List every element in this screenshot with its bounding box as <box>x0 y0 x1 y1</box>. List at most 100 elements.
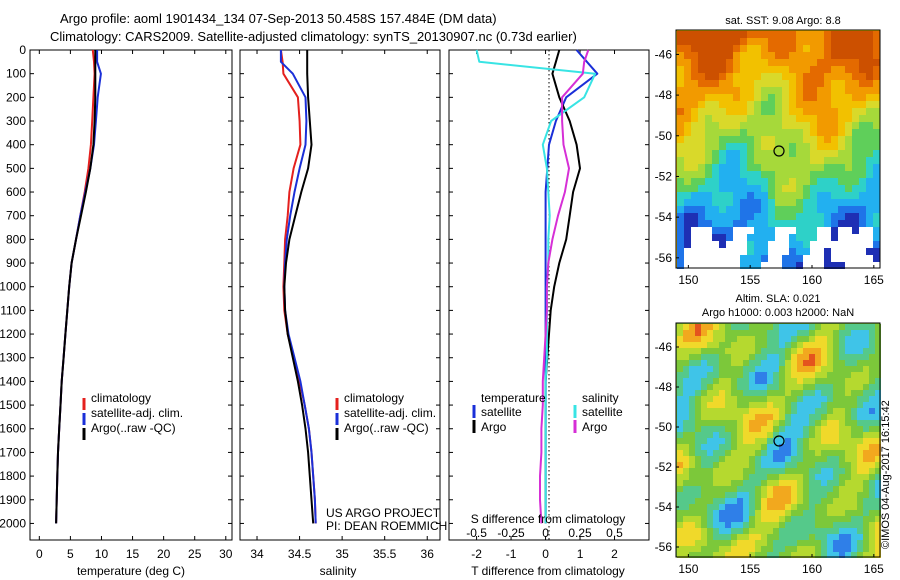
heatmap-cell <box>833 552 839 558</box>
heatmap-cell <box>796 143 803 150</box>
heatmap-cell <box>866 213 873 220</box>
heatmap-cell <box>789 248 796 255</box>
heatmap-cell <box>701 372 707 378</box>
heatmap-cell <box>747 227 754 234</box>
heatmap-cell <box>726 45 733 52</box>
heatmap-cell <box>712 115 719 122</box>
heatmap-cell <box>875 474 881 480</box>
heatmap-cell <box>747 241 754 248</box>
heatmap-cell <box>833 396 839 402</box>
heatmap-cell <box>785 396 791 402</box>
heatmap-cell <box>712 157 719 164</box>
heatmap-cell <box>845 213 852 220</box>
sla-map-panel: Altim. SLA: 0.021 Argo h1000: 0.003 h200… <box>655 293 884 576</box>
heatmap-cell <box>791 528 797 534</box>
heatmap-cell <box>713 324 719 330</box>
heatmap-cell <box>859 262 866 269</box>
heatmap-cell <box>768 94 775 101</box>
heatmap-cell <box>712 52 719 59</box>
heatmap-cell <box>875 504 881 510</box>
heatmap-cell <box>869 420 875 426</box>
heatmap-cell <box>726 52 733 59</box>
heatmap-cell <box>683 378 689 384</box>
heatmap-cell <box>707 504 713 510</box>
heatmap-cell <box>833 510 839 516</box>
heatmap-cell <box>733 171 740 178</box>
heatmap-cell <box>782 59 789 66</box>
heatmap-cell <box>815 348 821 354</box>
heatmap-cell <box>689 378 695 384</box>
heatmap-cell <box>875 348 881 354</box>
heatmap-cell <box>866 199 873 206</box>
heatmap-cell <box>719 498 725 504</box>
heatmap-cell <box>767 486 773 492</box>
x-top-tick-label: 0.5 <box>606 526 623 540</box>
heatmap-cell <box>719 468 725 474</box>
heatmap-cell <box>789 80 796 87</box>
heatmap-cell <box>845 546 851 552</box>
heatmap-cell <box>719 396 725 402</box>
heatmap-cell <box>779 480 785 486</box>
heatmap-cell <box>754 80 761 87</box>
heatmap-cell <box>863 384 869 390</box>
heatmap-cell <box>695 402 701 408</box>
heatmap-cell <box>857 384 863 390</box>
heatmap-cell <box>827 390 833 396</box>
heatmap-cell <box>782 115 789 122</box>
heatmap-cell <box>691 241 698 248</box>
heatmap-cell <box>701 420 707 426</box>
heatmap-cell <box>810 66 817 73</box>
heatmap-cell <box>803 185 810 192</box>
heatmap-cell <box>797 420 803 426</box>
heatmap-cell <box>683 438 689 444</box>
heatmap-cell <box>821 336 827 342</box>
heatmap-cell <box>869 516 875 522</box>
heatmap-cell <box>796 38 803 45</box>
heatmap-cell <box>866 122 873 129</box>
heatmap-cell <box>809 414 815 420</box>
legend-label-s-satellite: satellite <box>582 405 623 419</box>
heatmap-cell <box>705 227 712 234</box>
heatmap-cell <box>677 94 684 101</box>
heatmap-cell <box>833 384 839 390</box>
heatmap-cell <box>797 438 803 444</box>
heatmap-cell <box>789 255 796 262</box>
heatmap-cell <box>845 234 852 241</box>
heatmap-cell <box>821 534 827 540</box>
heatmap-cell <box>747 87 754 94</box>
heatmap-cell <box>695 522 701 528</box>
heatmap-cell <box>852 136 859 143</box>
heatmap-cell <box>845 262 852 269</box>
heatmap-cell <box>791 342 797 348</box>
heatmap-cell <box>684 59 691 66</box>
heatmap-cell <box>796 199 803 206</box>
heatmap-cell <box>767 534 773 540</box>
heatmap-cell <box>866 157 873 164</box>
heatmap-cell <box>725 480 731 486</box>
heatmap-cell <box>713 426 719 432</box>
x-tick-label: 0 <box>36 547 43 561</box>
heatmap-cell <box>677 136 684 143</box>
heatmap-cell <box>796 185 803 192</box>
heatmap-cell <box>677 87 684 94</box>
heatmap-cell <box>733 101 740 108</box>
heatmap-cell <box>712 143 719 150</box>
heatmap-cell <box>737 486 743 492</box>
heatmap-cell <box>869 474 875 480</box>
heatmap-cell <box>845 171 852 178</box>
heatmap-cell <box>719 157 726 164</box>
heatmap-cell <box>755 516 761 522</box>
heatmap-cell <box>782 192 789 199</box>
heatmap-cell <box>749 426 755 432</box>
heatmap-cell <box>691 59 698 66</box>
heatmap-cell <box>810 94 817 101</box>
y-tick-label: 900 <box>6 256 26 270</box>
heatmap-cell <box>809 396 815 402</box>
heatmap-cell <box>845 336 851 342</box>
heatmap-cell <box>803 510 809 516</box>
heatmap-cell <box>695 390 701 396</box>
heatmap-cell <box>845 66 852 73</box>
heatmap-cell <box>689 408 695 414</box>
temperature-xlabel: temperature (deg C) <box>77 564 185 578</box>
heatmap-cell <box>789 171 796 178</box>
